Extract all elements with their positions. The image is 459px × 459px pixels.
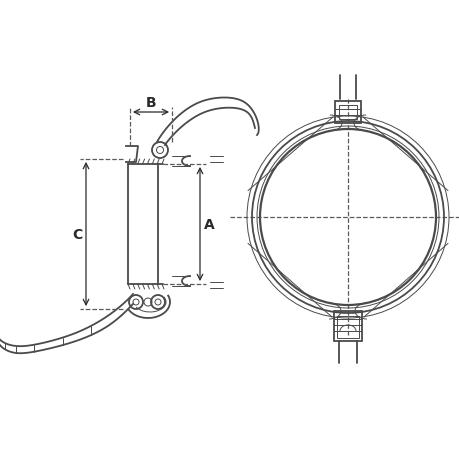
Bar xyxy=(333,311,361,341)
Bar xyxy=(334,102,360,124)
Bar xyxy=(336,316,358,338)
Text: B: B xyxy=(146,96,156,110)
Bar xyxy=(338,106,356,120)
Text: C: C xyxy=(72,228,82,241)
Text: A: A xyxy=(203,218,214,231)
